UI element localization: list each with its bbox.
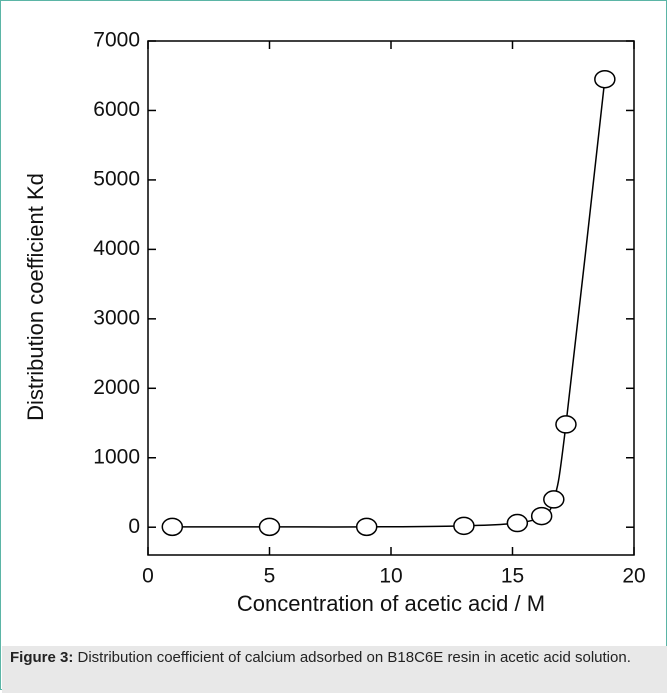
data-point [506,513,529,533]
x-tick-label: 0 [142,565,154,588]
plot-frame [147,40,635,556]
data-point [355,517,378,537]
data-point [161,517,184,537]
data-point [258,517,281,537]
y-tick-label: 2000 [93,376,140,399]
chart: Concentration of acetic acid / M Distrib… [23,29,646,616]
caption-label: Figure 3: [10,649,74,666]
x-tick-label: 15 [501,565,524,588]
y-tick-label: 7000 [93,29,140,52]
caption: Figure 3: Distribution coefficient of ca… [2,646,667,693]
y-tick-label: 4000 [93,237,140,260]
series-line [172,79,606,528]
x-tick-label: 10 [379,565,402,588]
y-tick-label: 0 [128,515,140,538]
y-tick-label: 3000 [93,306,140,329]
y-tick-label: 6000 [93,98,140,121]
x-axis-title: Concentration of acetic acid / M [237,591,545,616]
data-point [543,490,565,509]
data-point [555,415,577,434]
data-point [530,506,553,526]
x-tick-label: 20 [622,565,645,588]
y-axis-title: Distribution coefficient Kd [23,173,48,421]
x-tick-label: 5 [264,565,276,588]
data-point [453,516,475,536]
y-tick-label: 1000 [93,445,140,468]
data-point [594,69,616,89]
caption-text: Distribution coefficient of calcium adso… [77,649,631,666]
y-tick-label: 5000 [93,167,140,190]
